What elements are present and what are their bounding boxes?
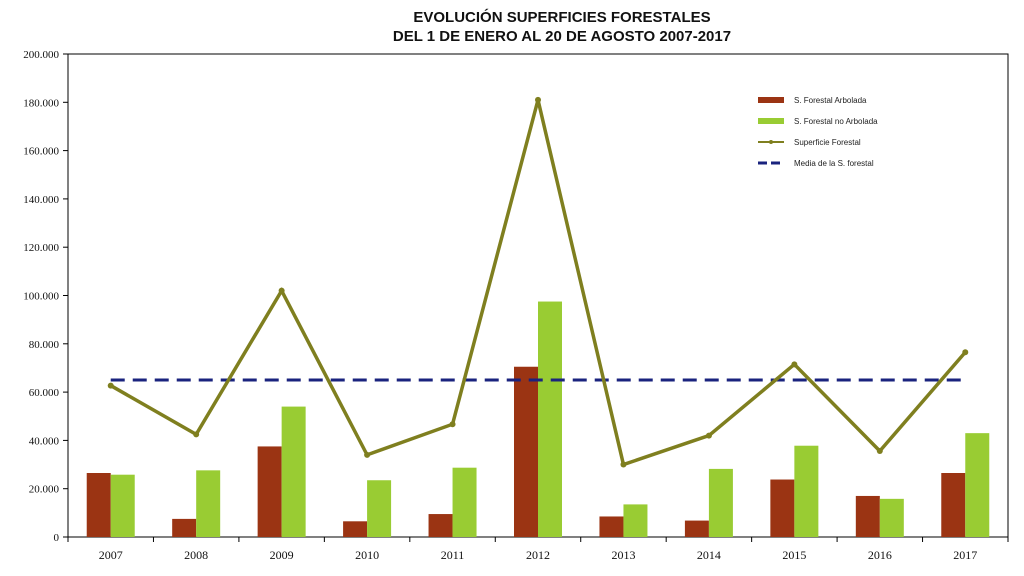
legend-label: Media de la S. forestal: [794, 159, 874, 168]
line-point: [962, 349, 969, 356]
y-tick-label: 40.000: [29, 435, 60, 447]
bar-arbolada: [941, 473, 966, 537]
bar-no-arbolada: [794, 445, 819, 537]
bar-no-arbolada: [196, 470, 221, 537]
legend-label: Superficie Forestal: [794, 138, 861, 147]
y-tick-label: 160.000: [23, 146, 59, 158]
line-point: [791, 361, 798, 368]
line-point: [620, 461, 627, 468]
x-tick-label: 2014: [697, 548, 721, 562]
bar-no-arbolada: [538, 301, 562, 537]
bar-no-arbolada: [367, 480, 392, 537]
chart-title: EVOLUCIÓN SUPERFICIES FORESTALES: [413, 9, 711, 26]
bar-arbolada: [172, 518, 197, 537]
y-tick-label: 200.000: [23, 49, 59, 61]
chart-subtitle: DEL 1 DE ENERO AL 20 DE AGOSTO 2007-2017: [392, 28, 732, 45]
y-tick-label: 180.000: [23, 97, 59, 109]
bar-no-arbolada: [708, 468, 733, 537]
bar-no-arbolada: [452, 467, 477, 537]
legend-swatch: [758, 118, 784, 124]
y-tick-label: 120.000: [23, 242, 59, 254]
bar-arbolada: [514, 366, 538, 537]
y-tick-label: 60.000: [29, 387, 60, 399]
x-tick-label: 2016: [868, 548, 892, 562]
bar-arbolada: [855, 495, 880, 537]
x-tick-label: 2008: [184, 548, 208, 562]
legend-label: S. Forestal no Arbolada: [794, 117, 878, 126]
bar-no-arbolada: [623, 504, 648, 537]
x-tick-label: 2010: [355, 548, 379, 562]
bar-no-arbolada: [879, 498, 904, 537]
y-tick-label: 80.000: [29, 339, 60, 351]
y-tick-label: 0: [54, 532, 60, 544]
line-point: [449, 421, 456, 428]
bar-arbolada: [86, 473, 111, 537]
line-point: [278, 287, 285, 294]
x-tick-label: 2009: [270, 548, 294, 562]
y-tick-label: 140.000: [23, 194, 59, 206]
bar-no-arbolada: [110, 474, 135, 537]
x-tick-label: 2011: [441, 548, 465, 562]
line-point: [193, 431, 200, 438]
line-point: [876, 448, 883, 455]
bar-arbolada: [257, 446, 282, 537]
line-point: [705, 432, 712, 439]
line-point: [535, 96, 541, 103]
y-tick-label: 20.000: [29, 484, 60, 496]
x-tick-label: 2015: [782, 548, 806, 562]
bar-no-arbolada: [281, 406, 306, 537]
legend-swatch: [758, 97, 784, 103]
x-tick-label: 2012: [526, 548, 550, 562]
bar-arbolada: [599, 516, 624, 537]
line-point: [364, 451, 371, 458]
chart-title-block: EVOLUCIÓN SUPERFICIES FORESTALES DEL 1 D…: [0, 8, 1024, 46]
legend-marker: [769, 140, 773, 144]
bar-arbolada: [343, 521, 368, 537]
bar-arbolada: [428, 514, 453, 537]
x-tick-label: 2007: [99, 548, 123, 562]
bar-arbolada: [770, 479, 795, 537]
bar-no-arbolada: [965, 433, 990, 537]
y-tick-label: 100.000: [23, 291, 59, 303]
legend-label: S. Forestal Arbolada: [794, 96, 867, 105]
bar-arbolada: [684, 520, 709, 537]
line-point: [107, 382, 114, 389]
x-tick-label: 2017: [953, 548, 977, 562]
x-tick-label: 2013: [611, 548, 635, 562]
